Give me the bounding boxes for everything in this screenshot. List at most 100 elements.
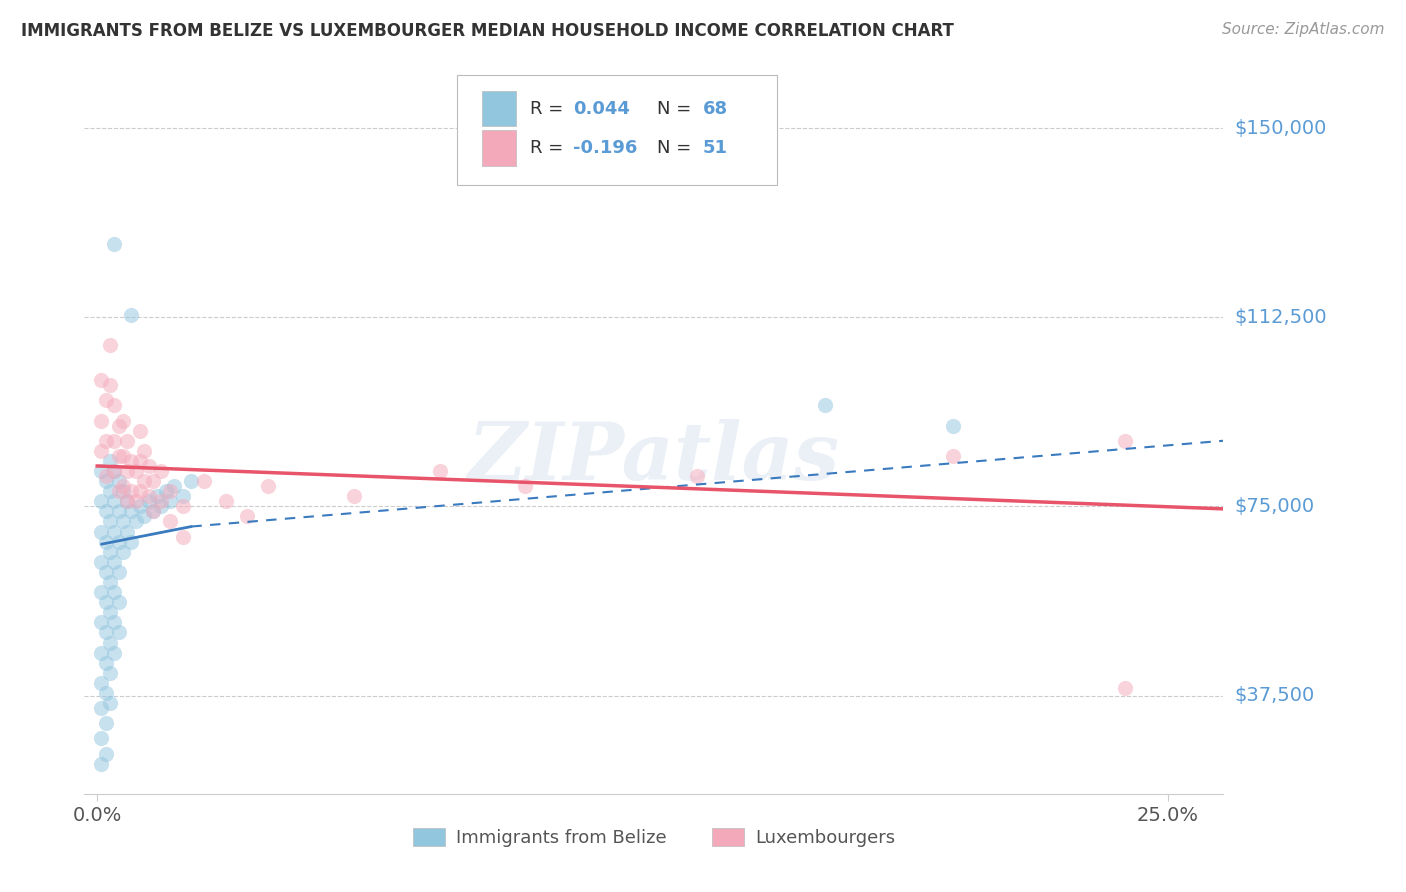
Point xyxy=(98,378,121,392)
Point xyxy=(90,615,112,630)
Point xyxy=(103,585,125,599)
Point xyxy=(115,494,138,508)
Text: N =: N = xyxy=(657,139,697,157)
Point xyxy=(429,464,451,478)
Bar xyxy=(482,91,516,126)
Text: N =: N = xyxy=(657,100,697,118)
Text: IMMIGRANTS FROM BELIZE VS LUXEMBOURGER MEDIAN HOUSEHOLD INCOME CORRELATION CHART: IMMIGRANTS FROM BELIZE VS LUXEMBOURGER M… xyxy=(21,22,953,40)
Point xyxy=(107,534,129,549)
Point xyxy=(94,595,117,609)
Point xyxy=(111,449,134,463)
Point xyxy=(125,515,148,529)
Point xyxy=(107,504,129,518)
Point xyxy=(134,443,156,458)
Point xyxy=(155,484,177,499)
Point xyxy=(90,414,112,428)
Point xyxy=(103,524,125,539)
Point xyxy=(125,464,148,478)
Point xyxy=(193,474,215,488)
Point xyxy=(90,524,112,539)
Text: $37,500: $37,500 xyxy=(1234,686,1315,705)
Point xyxy=(814,399,837,413)
Point xyxy=(94,565,117,579)
Point xyxy=(90,443,112,458)
Point xyxy=(90,373,112,387)
Point xyxy=(98,545,121,559)
Point xyxy=(159,484,181,499)
Point xyxy=(94,716,117,731)
Point xyxy=(107,418,129,433)
Point xyxy=(343,489,366,503)
Point xyxy=(142,504,165,518)
Text: $75,000: $75,000 xyxy=(1234,497,1315,516)
Point xyxy=(103,434,125,448)
Point xyxy=(103,494,125,508)
Text: R =: R = xyxy=(530,100,568,118)
Point xyxy=(103,646,125,660)
FancyBboxPatch shape xyxy=(457,75,776,186)
Point xyxy=(90,555,112,569)
Text: R =: R = xyxy=(530,139,568,157)
Point xyxy=(942,418,965,433)
Point xyxy=(103,464,125,478)
Point xyxy=(98,484,121,499)
Bar xyxy=(482,130,516,166)
Text: Source: ZipAtlas.com: Source: ZipAtlas.com xyxy=(1222,22,1385,37)
Point xyxy=(107,625,129,640)
Point xyxy=(138,489,160,503)
Point xyxy=(94,747,117,761)
Point xyxy=(90,585,112,599)
Point xyxy=(94,504,117,518)
Point xyxy=(120,308,142,322)
Point xyxy=(134,474,156,488)
Legend: Immigrants from Belize, Luxembourgers: Immigrants from Belize, Luxembourgers xyxy=(405,821,903,855)
Point xyxy=(515,479,537,493)
Point xyxy=(98,635,121,649)
Point xyxy=(142,504,165,518)
Point xyxy=(172,500,194,514)
Point xyxy=(107,595,129,609)
Point xyxy=(115,524,138,539)
Point xyxy=(129,454,152,468)
Point xyxy=(172,530,194,544)
Point xyxy=(107,565,129,579)
Point xyxy=(150,500,173,514)
Point xyxy=(94,434,117,448)
Text: 68: 68 xyxy=(703,100,728,118)
Point xyxy=(103,237,125,252)
Point xyxy=(120,504,142,518)
Point xyxy=(94,656,117,670)
Point xyxy=(98,338,121,352)
Point xyxy=(90,756,112,771)
Point xyxy=(120,484,142,499)
Point xyxy=(98,696,121,710)
Point xyxy=(90,701,112,715)
Point xyxy=(94,686,117,700)
Point xyxy=(103,555,125,569)
Point xyxy=(159,494,181,508)
Text: ZIPatlas: ZIPatlas xyxy=(468,418,839,496)
Point xyxy=(90,731,112,746)
Point xyxy=(150,464,173,478)
Point xyxy=(138,458,160,473)
Point xyxy=(159,515,181,529)
Point xyxy=(111,484,134,499)
Point xyxy=(90,676,112,690)
Point xyxy=(120,534,142,549)
Point xyxy=(129,500,152,514)
Point xyxy=(111,545,134,559)
Point xyxy=(129,484,152,499)
Point xyxy=(98,605,121,619)
Point xyxy=(111,414,134,428)
Point xyxy=(94,474,117,488)
Point xyxy=(94,469,117,483)
Point xyxy=(129,424,152,438)
Point xyxy=(107,474,129,488)
Point xyxy=(138,494,160,508)
Point xyxy=(172,489,194,503)
Point xyxy=(1114,434,1136,448)
Point xyxy=(103,615,125,630)
Point xyxy=(214,494,236,508)
Point xyxy=(685,469,707,483)
Point xyxy=(103,464,125,478)
